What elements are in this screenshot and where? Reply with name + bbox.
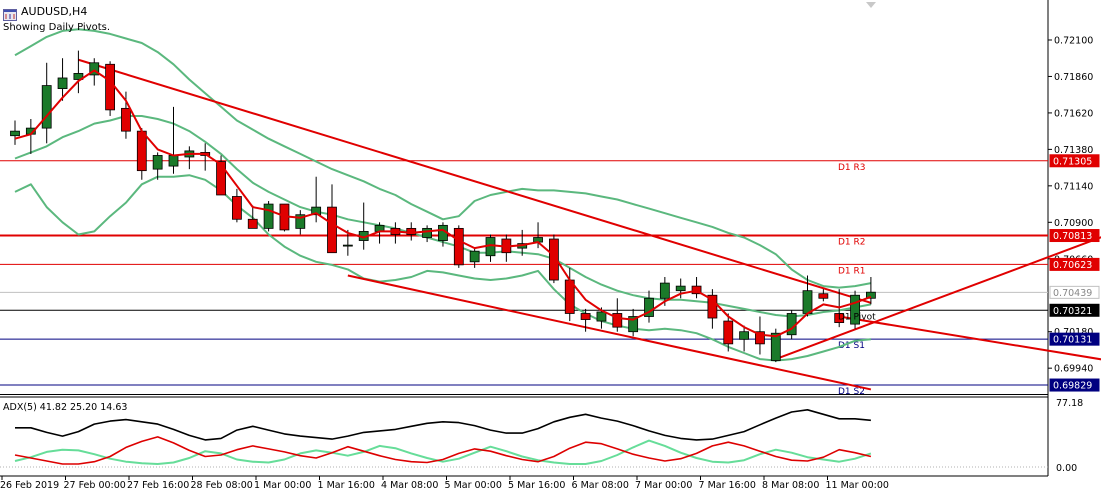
time-tick-label: 28 Feb 08:00 bbox=[191, 480, 253, 491]
trend-line bbox=[78, 58, 872, 304]
pivot-subtitle: Showing Daily Pivots. bbox=[3, 22, 111, 33]
price-tag-label: 0.70623 bbox=[1053, 260, 1092, 271]
time-tick-label: 8 Mar 08:00 bbox=[762, 480, 819, 491]
adx-main-line bbox=[15, 408, 871, 441]
price-tick-label: 0.72100 bbox=[1054, 35, 1093, 46]
pivot-label: D1 R1 bbox=[838, 266, 866, 276]
chart-window-icon bbox=[3, 6, 17, 21]
candle-body bbox=[168, 155, 179, 167]
candle-body bbox=[723, 320, 734, 345]
price-tick-label: 0.70900 bbox=[1054, 218, 1093, 229]
candle-body bbox=[152, 155, 163, 170]
price-tag-label: 0.70131 bbox=[1053, 335, 1092, 346]
price-tag bbox=[1049, 257, 1100, 271]
adx-tick-label: 77.18 bbox=[1056, 398, 1083, 409]
candle-body bbox=[580, 313, 591, 320]
time-tick-label: 1 Mar 16:00 bbox=[318, 480, 375, 491]
trend-line bbox=[839, 315, 1101, 361]
time-tick-label: 7 Mar 00:00 bbox=[635, 480, 692, 491]
candle-body bbox=[73, 73, 84, 80]
price-tag-label: 0.70439 bbox=[1053, 288, 1092, 299]
time-tick-label: 11 Mar 00:00 bbox=[826, 480, 889, 491]
moving-average-line bbox=[14, 69, 872, 338]
candle-body bbox=[10, 130, 20, 137]
time-tick-label: 5 Mar 16:00 bbox=[508, 480, 565, 491]
candle-body bbox=[596, 311, 607, 322]
candle-body bbox=[105, 63, 115, 111]
pivot-label: D1 R2 bbox=[838, 238, 866, 248]
trend-line bbox=[347, 274, 872, 391]
candle-body bbox=[41, 85, 52, 129]
price-tag bbox=[1049, 229, 1100, 243]
candle-body bbox=[755, 331, 765, 345]
candle-body bbox=[659, 282, 670, 299]
candle-body bbox=[327, 206, 337, 254]
price-tick-label: 0.71620 bbox=[1054, 108, 1093, 119]
candle-body bbox=[834, 313, 845, 323]
candle-body bbox=[628, 316, 639, 333]
candle-body bbox=[295, 214, 306, 229]
shift-marker-icon bbox=[866, 2, 876, 8]
price-tag-label: 0.70321 bbox=[1053, 306, 1092, 317]
time-tick-label: 27 Feb 16:00 bbox=[127, 480, 189, 491]
candle-body bbox=[453, 227, 464, 266]
time-tick-label: 27 Feb 00:00 bbox=[64, 480, 126, 491]
candle-body bbox=[818, 293, 829, 299]
candle-body bbox=[311, 206, 322, 216]
price-tag bbox=[1049, 378, 1100, 392]
candle-body bbox=[786, 313, 797, 336]
candle-body bbox=[802, 290, 813, 314]
candle-body bbox=[121, 107, 131, 132]
price-tick-label: 0.71140 bbox=[1054, 181, 1093, 192]
time-tick-label: 4 Mar 08:00 bbox=[381, 480, 438, 491]
candle-body bbox=[247, 218, 258, 229]
candle-body bbox=[231, 196, 242, 220]
candle-body bbox=[850, 294, 860, 325]
adx-indicator-label: ADX(5) 41.82 25.20 14.63 bbox=[3, 402, 127, 413]
candle-body bbox=[422, 227, 433, 238]
price-tag bbox=[1049, 332, 1100, 346]
price-tag bbox=[1049, 154, 1100, 168]
candle-body bbox=[707, 294, 718, 319]
candle-body bbox=[612, 313, 623, 328]
candle-body bbox=[644, 297, 654, 317]
time-tick-label: 1 Mar 00:00 bbox=[254, 480, 311, 491]
candle-body bbox=[57, 77, 68, 90]
candle-body bbox=[342, 244, 353, 247]
adx-tick-label: 0.00 bbox=[1056, 463, 1077, 474]
price-tag bbox=[1049, 303, 1100, 317]
time-tick-label: 5 Mar 00:00 bbox=[445, 480, 502, 491]
price-tick-label: 0.71380 bbox=[1054, 145, 1093, 156]
price-tag-label: 0.71305 bbox=[1053, 156, 1092, 167]
symbol-label: AUDUSD,H4 bbox=[21, 5, 88, 18]
candle-body bbox=[675, 285, 686, 292]
candle-body bbox=[89, 62, 100, 76]
price-tag-label: 0.69829 bbox=[1053, 381, 1092, 392]
pivot-label: D1 S2 bbox=[838, 387, 865, 397]
time-tick-label: 7 Mar 16:00 bbox=[699, 480, 756, 491]
candle-body bbox=[263, 203, 274, 229]
candle-body bbox=[469, 250, 480, 263]
candle-body bbox=[739, 331, 749, 340]
price-tick-label: 0.71860 bbox=[1054, 72, 1093, 83]
candle-body bbox=[549, 238, 559, 281]
pivot-label: D1 Pivot bbox=[838, 312, 876, 322]
adx-minus-di-line bbox=[14, 436, 872, 465]
time-tick-label: 6 Mar 08:00 bbox=[572, 480, 629, 491]
price-tag bbox=[1049, 285, 1100, 299]
candle-body bbox=[770, 332, 781, 361]
pivot-label: D1 R3 bbox=[838, 163, 866, 173]
candle-body bbox=[866, 291, 876, 299]
bollinger-upper-line bbox=[14, 28, 872, 289]
candle-body bbox=[216, 161, 226, 196]
price-tick-label: 0.69940 bbox=[1054, 364, 1093, 375]
time-tick-label: 26 Feb 2019 bbox=[0, 480, 59, 491]
price-tag-label: 0.70813 bbox=[1053, 231, 1092, 242]
candle-body bbox=[406, 227, 417, 235]
trend-line bbox=[775, 236, 1101, 360]
pivot-label: D1 S1 bbox=[838, 341, 865, 351]
candle-body bbox=[136, 130, 147, 172]
adx-plus-di-line bbox=[14, 439, 872, 465]
